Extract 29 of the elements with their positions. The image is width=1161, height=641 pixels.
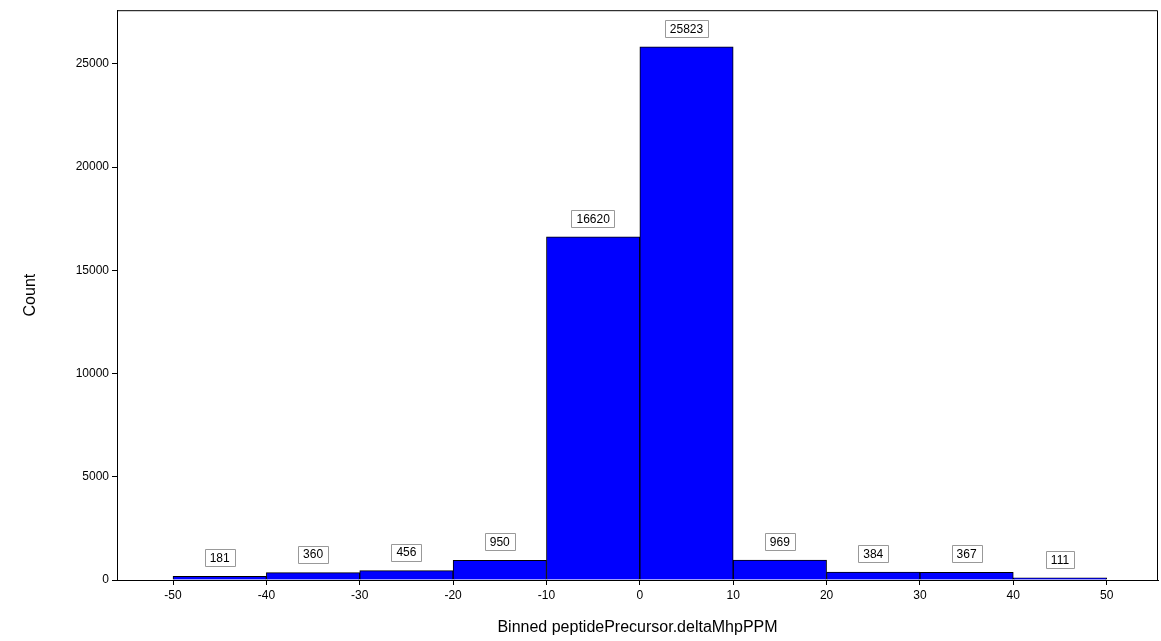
x-tick-label: 40: [1006, 587, 1021, 602]
data-label: 16620: [576, 211, 611, 226]
data-label: 111: [1050, 552, 1070, 567]
x-tick-label: 20: [819, 587, 834, 602]
y-tick-label: 15000: [75, 262, 110, 277]
data-label: 456: [396, 545, 417, 560]
y-tick-label: 20000: [75, 159, 110, 174]
x-tick-label: -30: [351, 587, 369, 602]
x-tick-label: -20: [444, 587, 463, 602]
x-axis-title: Binned peptidePrecursor.deltaMhpPPM: [497, 617, 778, 635]
data-label: 384: [863, 546, 884, 561]
data-label: 950: [489, 535, 511, 550]
x-tick-label: 0: [636, 587, 644, 602]
y-tick-label: 5000: [82, 469, 110, 484]
data-label: 181: [209, 551, 231, 566]
data-label: 969: [769, 534, 791, 549]
x-tick-label: -10: [537, 587, 556, 602]
y-axis-title: Count: [21, 273, 39, 317]
data-label: 25823: [669, 21, 704, 36]
x-tick-label: -40: [257, 587, 276, 602]
y-tick-label: 10000: [75, 365, 110, 380]
data-label: 367: [956, 547, 977, 562]
x-tick-label: 50: [1099, 587, 1114, 602]
y-tick-label: 0: [102, 572, 110, 587]
y-tick-label: 25000: [75, 56, 110, 71]
x-tick-label: -50: [164, 587, 183, 602]
x-tick-label: 10: [726, 587, 741, 602]
data-label: 360: [303, 547, 324, 562]
x-tick-label: 30: [913, 587, 927, 602]
